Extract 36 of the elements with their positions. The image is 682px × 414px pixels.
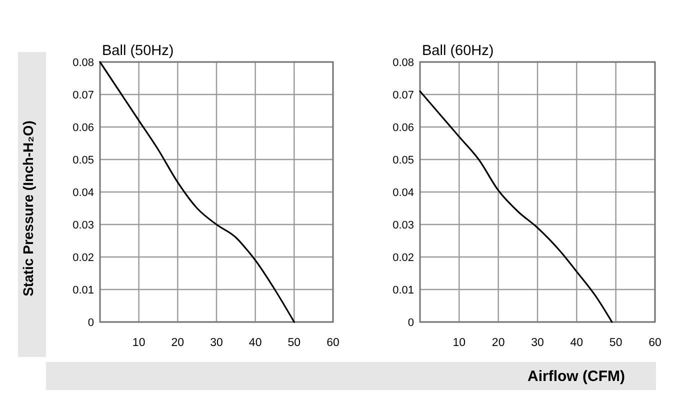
x-tick-label: 60 [326,337,340,349]
y-tick-label: 0.08 [392,57,414,69]
y-tick-label: 0.02 [392,252,414,264]
x-tick-label: 40 [570,337,584,349]
y-axis-title: Static Pressure (Inch-H₂O) [20,120,36,296]
x-tick-label: 20 [492,337,505,349]
y-tick-label: 0.06 [392,122,414,134]
y-tick-label: 0.08 [72,57,94,69]
x-tick-label: 20 [171,337,184,349]
y-tick-label: 0.03 [392,220,414,232]
y-tick-label: 0.07 [392,90,414,102]
y-tick-label: 0 [88,317,94,329]
x-tick-label: 30 [210,337,223,349]
x-tick-label: 60 [648,337,662,349]
line-series [99,61,295,323]
x-tick-label: 30 [531,337,544,349]
y-tick-label: 0.03 [72,220,94,232]
y-tick-label: 0.04 [72,187,94,199]
y-tick-label: 0.07 [72,90,94,102]
y-tick-label: 0.01 [72,284,94,296]
y-tick-label: 0.06 [72,122,94,134]
chart-title: Ball (60Hz) [422,43,494,59]
y-tick-label: 0.05 [72,154,94,166]
x-tick-label: 50 [288,337,301,349]
line-series [419,90,613,323]
y-tick-label: 0.01 [392,284,414,296]
y-tick-label: 0.02 [72,252,94,264]
y-tick-label: 0.05 [392,154,414,166]
x-tick-label: 10 [132,337,146,349]
x-tick-label: 10 [452,337,466,349]
y-tick-label: 0.04 [392,187,414,199]
x-tick-label: 40 [248,337,262,349]
x-axis-title: Airflow (CFM) [528,368,625,385]
x-tick-label: 50 [609,337,622,349]
chart-title: Ball (50Hz) [102,43,174,59]
y-tick-label: 0 [408,317,414,329]
